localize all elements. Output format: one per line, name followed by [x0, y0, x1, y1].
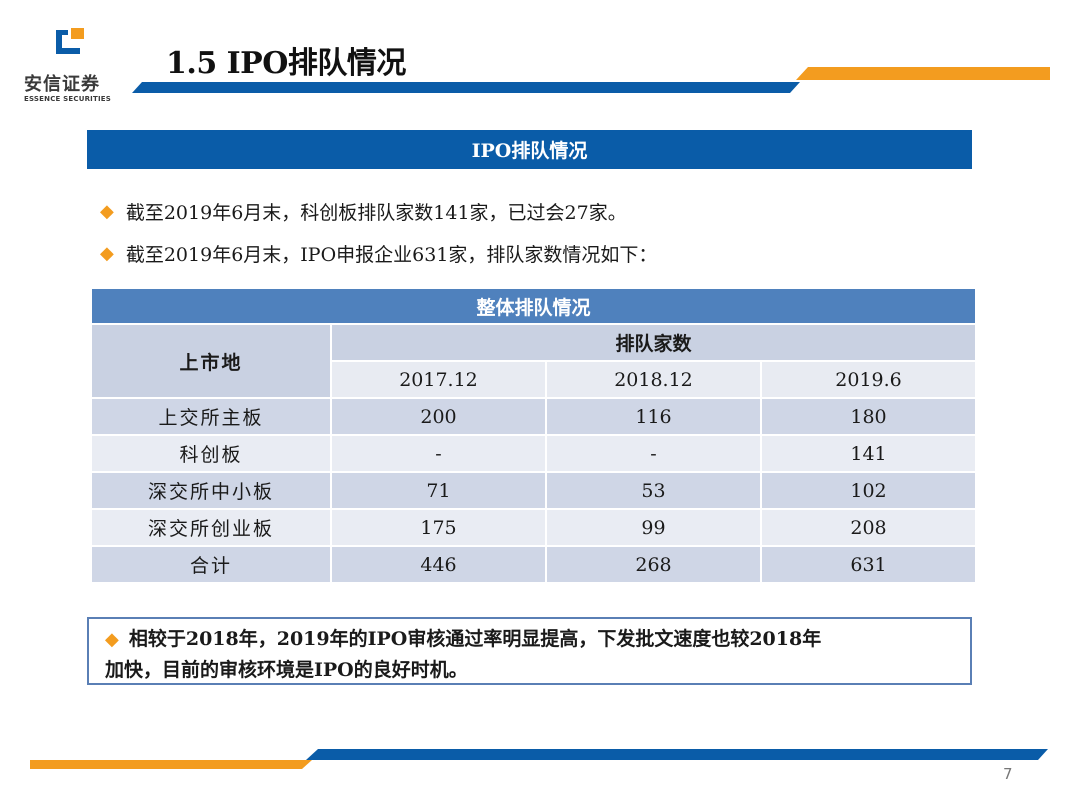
table-cell: 53: [545, 471, 762, 510]
header-blue-stripe: [132, 82, 800, 93]
row-label: 科创板: [90, 434, 332, 473]
page-number: 7: [1003, 765, 1013, 783]
bullet-item: ◆ 截至2019年6月末，科创板排队家数141家，已过会27家。: [100, 198, 627, 225]
row-label: 深交所创业板: [90, 508, 332, 547]
table-cell: 141: [759, 434, 978, 473]
diamond-bullet-icon: ◆: [105, 629, 119, 650]
footer-orange-stripe: [30, 760, 312, 769]
table-cell: 268: [545, 545, 762, 584]
group-header-queue-count: 排队家数: [329, 323, 978, 362]
page-title: 1.5 IPO排队情况: [166, 46, 406, 81]
table-cell: 175: [330, 508, 547, 547]
table-cell: 446: [330, 545, 547, 584]
row-label: 上交所主板: [90, 397, 332, 436]
diamond-bullet-icon: ◆: [100, 243, 114, 264]
section-header-label: IPO排队情况: [471, 140, 588, 162]
table-row-total: 合计 446 268 631: [90, 545, 978, 584]
conclusion-box: ◆ 相较于2018年，2019年的IPO审核通过率明显提高，下发批文速度也较201…: [87, 617, 972, 685]
bullet-item: ◆ 截至2019年6月末，IPO申报企业631家，排队家数情况如下：: [100, 240, 657, 267]
table-cell: 102: [759, 471, 978, 510]
table-cell: 116: [545, 397, 762, 436]
diamond-bullet-icon: ◆: [100, 201, 114, 222]
bullet-text: 截至2019年6月末，科创板排队家数141家，已过会27家。: [125, 202, 627, 224]
section-header: IPO排队情况: [87, 130, 972, 169]
ipo-queue-table: 整体排队情况 上市地 排队家数 2017.12 2018.12 2019.6 上…: [89, 287, 978, 584]
table-row: 深交所中小板 71 53 102: [90, 471, 978, 510]
row-label: 深交所中小板: [90, 471, 332, 510]
footer-blue-stripe: [306, 749, 1048, 760]
header-orange-stripe: [796, 67, 1050, 80]
bullet-text: 截至2019年6月末，IPO申报企业631家，排队家数情况如下：: [125, 244, 658, 266]
table-cell: 200: [330, 397, 547, 436]
brand-name-en: ESSENCE SECURITIES: [24, 95, 111, 103]
table-row: 上交所主板 200 116 180: [90, 397, 978, 436]
table-row: 科创板 - - 141: [90, 434, 978, 473]
column-header: 2019.6: [759, 360, 978, 399]
table-caption: 整体排队情况: [89, 287, 978, 325]
row-label: 合计: [90, 545, 332, 584]
conclusion-line: ◆ 相较于2018年，2019年的IPO审核通过率明显提高，下发批文速度也较201…: [105, 624, 958, 655]
conclusion-text-line1: 相较于2018年，2019年的IPO审核通过率明显提高，下发批文速度也较2018…: [128, 628, 822, 650]
table-cell: 631: [759, 545, 978, 584]
column-header: 2018.12: [545, 360, 762, 399]
table-cell: 99: [545, 508, 762, 547]
column-header: 2017.12: [330, 360, 547, 399]
table-cell: -: [330, 434, 547, 473]
table-cell: 180: [759, 397, 978, 436]
essence-logo-icon: [54, 26, 86, 56]
conclusion-text-line2: 加快，目前的审核环境是IPO的良好时机。: [105, 659, 468, 681]
row-header-listing-venue: 上市地: [90, 323, 332, 399]
table-cell: 208: [759, 508, 978, 547]
table-cell: 71: [330, 471, 547, 510]
table-cell: -: [545, 434, 762, 473]
table-row: 深交所创业板 175 99 208: [90, 508, 978, 547]
brand-name-cn: 安信证券: [24, 74, 100, 95]
